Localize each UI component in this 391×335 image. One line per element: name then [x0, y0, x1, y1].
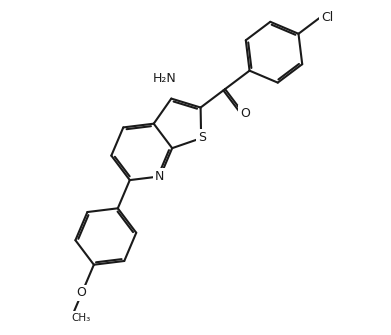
Text: CH₃: CH₃ — [72, 313, 91, 323]
Text: O: O — [77, 286, 86, 299]
Text: O: O — [240, 107, 250, 120]
Text: Cl: Cl — [321, 11, 333, 24]
Text: S: S — [198, 131, 206, 144]
Text: H₂N: H₂N — [152, 72, 176, 85]
Text: N: N — [155, 170, 164, 183]
